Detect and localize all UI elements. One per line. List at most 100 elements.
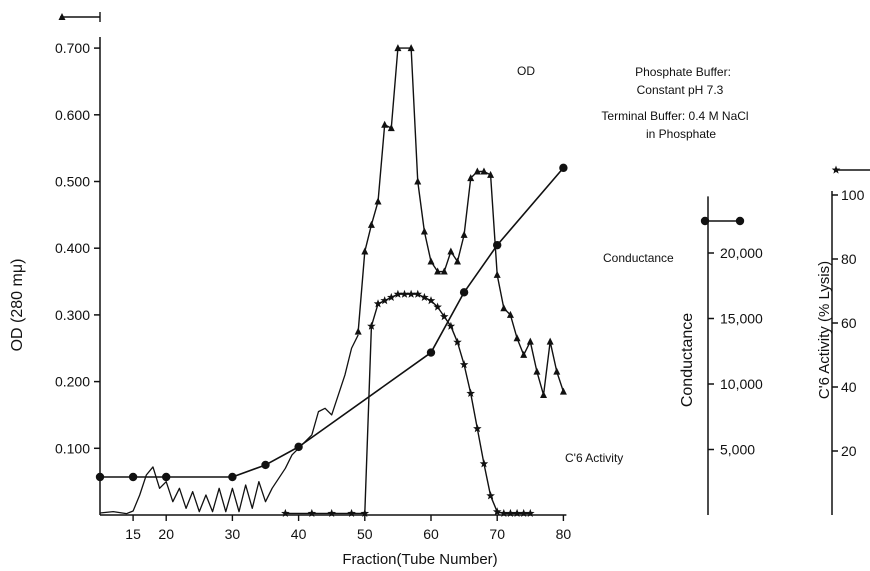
od-point: [506, 310, 514, 318]
od-point: [427, 257, 435, 265]
od-point: [467, 174, 475, 182]
conductance-series-label: Conductance: [603, 251, 674, 265]
od-point: [414, 177, 422, 185]
od-point: [367, 220, 375, 228]
activity-tick-label: 40: [841, 379, 857, 395]
activity-point: [499, 508, 509, 517]
od-tick-label: 0.500: [55, 174, 90, 190]
conductance-legend-marker-left: [700, 216, 710, 226]
activity-point: [400, 289, 409, 298]
activity-tick-label: 20: [841, 443, 857, 459]
od-point: [559, 387, 567, 395]
od-point: [420, 227, 428, 235]
x-tick-label: 50: [357, 526, 373, 542]
od-point: [354, 327, 362, 335]
activity-point: [387, 292, 396, 301]
x-tick-label: 70: [489, 526, 505, 542]
left-axis-label: OD (280 mμ): [9, 259, 26, 352]
activity-point: [307, 508, 317, 517]
conductance-point: [162, 472, 171, 482]
conductance-tick-label: 5,000: [720, 442, 755, 458]
od-tick-label: 0.200: [55, 374, 90, 390]
activity-point: [526, 508, 535, 517]
conductance-point: [559, 163, 568, 173]
od-point: [533, 367, 541, 375]
annotation-line-3: Terminal Buffer: 0.4 M NaCl: [601, 109, 748, 123]
od-point: [493, 270, 501, 278]
conductance-point: [294, 442, 303, 452]
activity-point: [506, 508, 515, 517]
annotation-line-4: in Phosphate: [646, 127, 716, 141]
annotation-line-2: Constant pH 7.3: [637, 83, 724, 97]
conductance-axis-label: Conductance: [679, 313, 696, 407]
od-tick-label: 0.400: [55, 240, 90, 256]
activity-point: [281, 508, 290, 517]
conductance-point: [128, 472, 138, 482]
od-point: [387, 124, 395, 132]
od-point: [540, 390, 548, 398]
text-layer: Fraction(Tube Number) OD (280 mμ) Conduc…: [9, 64, 833, 568]
conductance-point: [95, 472, 105, 482]
od-series-line-unmarked: [99, 334, 359, 515]
activity-point: [486, 491, 495, 500]
annotation-line-1: Phosphate Buffer:: [635, 65, 731, 79]
activity-point: [446, 321, 456, 330]
activity-point: [466, 388, 475, 397]
activity-point: [433, 302, 442, 311]
activity-axis-label: C'6 Activity (% Lysis): [816, 261, 833, 399]
activity-point: [459, 360, 469, 369]
od-series-label: OD: [517, 64, 535, 78]
od-point: [553, 367, 561, 375]
od-point: [460, 230, 468, 238]
od-tick-label: 0.700: [55, 40, 90, 56]
x-tick-label: 15: [125, 526, 141, 542]
activity-point: [347, 508, 356, 517]
x-tick-label: 60: [423, 526, 439, 542]
x-axis-label: Fraction(Tube Number): [342, 551, 497, 568]
activity-point: [367, 321, 376, 330]
conductance-tick-label: 10,000: [720, 376, 763, 392]
od-point: [434, 267, 442, 275]
conductance-point: [228, 472, 237, 482]
od-tick-label: 0.300: [55, 307, 90, 323]
od-tick-label: 0.600: [55, 107, 90, 123]
x-tick-label: 30: [225, 526, 241, 542]
conductance-point: [493, 240, 502, 250]
activity-tick-label: 80: [841, 251, 857, 267]
activity-point: [373, 299, 383, 308]
x-tick-label: 80: [556, 526, 572, 542]
od-point: [361, 247, 369, 255]
od-point: [453, 257, 461, 265]
conductance-point: [261, 460, 270, 470]
od-point: [480, 167, 488, 175]
activity-point: [380, 296, 389, 305]
activity-legend-marker: [831, 165, 841, 174]
activity-point: [360, 508, 370, 517]
series-layer: [95, 44, 568, 517]
activity-point: [440, 312, 449, 321]
conductance-point: [426, 348, 436, 357]
conductance-series-line: [100, 167, 565, 478]
axes-layer: 0.700 0.600 0.500 0.400 0.300 0.200 0.100 15 20 3…: [55, 12, 870, 542]
conductance-tick-label: 15,000: [720, 311, 763, 327]
od-point: [440, 267, 448, 275]
od-point: [473, 167, 481, 175]
activity-point: [473, 424, 482, 433]
activity-series-line: [285, 293, 531, 515]
activity-point: [492, 507, 502, 516]
activity-point: [420, 292, 429, 301]
od-point: [374, 197, 382, 205]
activity-point: [479, 459, 489, 468]
od-tick-label: 0.100: [55, 440, 90, 456]
od-point: [407, 44, 415, 52]
activity-point: [413, 289, 422, 298]
activity-point: [512, 508, 522, 517]
conductance-legend-marker-right: [735, 216, 745, 226]
x-tick-label: 40: [291, 526, 307, 542]
od-point: [487, 170, 495, 178]
od-point: [394, 44, 402, 52]
od-legend-marker: [58, 13, 66, 20]
activity-point: [426, 296, 436, 305]
od-point: [500, 304, 508, 312]
